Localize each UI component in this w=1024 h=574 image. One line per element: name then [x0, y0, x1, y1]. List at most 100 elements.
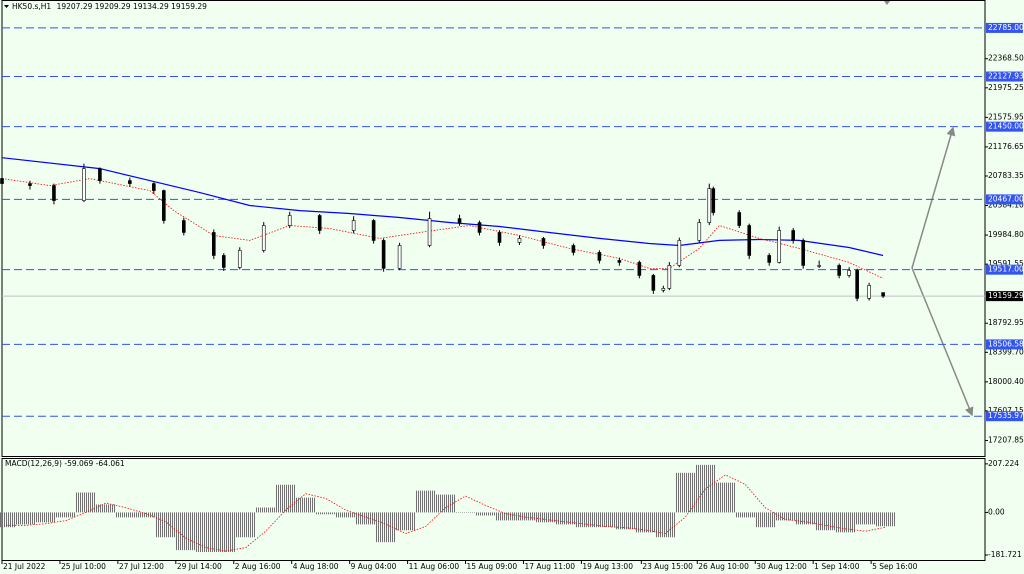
candle-body: [427, 218, 432, 246]
macd-bar: [715, 482, 736, 513]
x-tick-label: 11 Aug 06:00: [409, 562, 460, 571]
macd-bar: [635, 512, 656, 533]
macd-bar: [115, 512, 136, 518]
macd-bar: [215, 512, 236, 553]
candle-body: [0, 178, 4, 184]
candle-body: [517, 238, 522, 243]
candle-body: [637, 262, 642, 276]
macd-bar: [275, 484, 296, 513]
x-tick-label: 21 Jul 2022: [3, 562, 46, 571]
candle-body: [711, 188, 716, 213]
candle-body: [791, 230, 795, 241]
current-price-box: [986, 291, 1023, 302]
macd-bar: [455, 512, 476, 513]
y-tick-label: 21975.25: [988, 83, 1024, 92]
signal-line: [6, 474, 886, 552]
macd-bar: [575, 512, 596, 528]
macd-bar: [815, 512, 836, 531]
candle-body: [98, 168, 102, 181]
level-label-box: [986, 121, 1023, 132]
candle-body: [667, 265, 672, 289]
level-label-box: [986, 411, 1023, 422]
candle-body: [457, 218, 462, 223]
macd-bar: [535, 512, 556, 523]
macd-bar: [375, 512, 396, 543]
macd-bar: [735, 512, 756, 518]
macd-legend: MACD(12,26,9) -59.069 -64.061: [5, 459, 125, 468]
candle-body: [697, 222, 702, 241]
macd-bar: [255, 507, 276, 513]
candle-body: [651, 275, 656, 291]
shift-marker: [884, 1, 890, 5]
x-tick-label: 19 Aug 13:00: [582, 562, 633, 571]
candle-body: [617, 260, 622, 263]
macd-bar: [835, 512, 856, 533]
x-tick-label: 23 Aug 15:00: [642, 562, 693, 571]
candle-body: [747, 225, 752, 256]
candle-body: [128, 180, 132, 184]
macd-bar: [675, 472, 696, 513]
candle-body: [237, 250, 242, 268]
level-label: 21450.00: [988, 122, 1024, 131]
macd-bar: [355, 512, 376, 525]
y-tick-label: 19591.55: [988, 259, 1024, 268]
macd-bar: [55, 512, 76, 518]
moving-average: [1, 157, 884, 257]
projection-arrow: [911, 267, 974, 417]
level-label-box: [986, 22, 1023, 33]
candle-body: [707, 188, 712, 223]
price-panel: [1, 0, 986, 457]
macd-bar: [655, 512, 676, 538]
candle-body: [767, 255, 772, 263]
moving-average: [1, 178, 884, 279]
y-tick-label: 20384.10: [988, 201, 1024, 210]
candle-body: [221, 255, 226, 268]
candle-body: [152, 183, 156, 191]
y-tick-label: 18000.40: [988, 377, 1024, 386]
high: 19209.29: [95, 2, 131, 11]
candle-body: [867, 285, 871, 299]
candle-body: [28, 183, 32, 186]
level-label: 17535.97: [988, 411, 1024, 420]
macd-bar: [795, 512, 816, 525]
candle-body: [837, 265, 841, 276]
macd-bar: [175, 512, 196, 551]
level-label: 22785.00: [988, 23, 1024, 32]
level-label-box: [986, 71, 1023, 82]
candle-body: [571, 245, 576, 253]
signal-last: -64.061: [96, 459, 125, 468]
x-tick-label: 27 Jul 12:00: [119, 562, 164, 571]
macd-bar: [515, 512, 536, 521]
candle-body: [881, 292, 885, 297]
candle-body: [371, 220, 376, 241]
price-legend: HK50.s,H1 19207.29 19209.29 19134.29 191…: [12, 2, 207, 11]
level-label: 18506.58: [988, 339, 1024, 348]
level-label: 19517.00: [988, 265, 1024, 274]
macd-bar: [235, 512, 256, 538]
price-header: HK50.s,H1 19207.29 19209.29 19134.29 191…: [4, 2, 207, 11]
candle-body: [162, 190, 166, 221]
candle-body: [737, 212, 742, 226]
x-tick-label: 30 Aug 12:00: [756, 562, 807, 571]
macd-bar: [415, 490, 436, 513]
macd-bar: [95, 504, 116, 513]
level-label: 20467.00: [988, 194, 1024, 203]
candle-body: [855, 270, 859, 299]
x-tick-label: 29 Jul 14:00: [177, 562, 222, 571]
macd-bar: [35, 512, 56, 523]
candle-body: [677, 240, 682, 266]
candle-body: [777, 230, 782, 263]
macd-bar: [315, 512, 336, 515]
macd-bar: [595, 512, 616, 528]
low: 19134.29: [133, 2, 169, 11]
candle-body: [541, 238, 546, 246]
y-tick-label: 21176.65: [988, 142, 1024, 151]
level-label-box: [986, 194, 1023, 205]
candle-body: [817, 265, 821, 267]
macd-bar: [755, 512, 776, 528]
macd-bar: [395, 512, 416, 531]
candle-body: [317, 215, 322, 231]
open: 19207.29: [57, 2, 93, 11]
